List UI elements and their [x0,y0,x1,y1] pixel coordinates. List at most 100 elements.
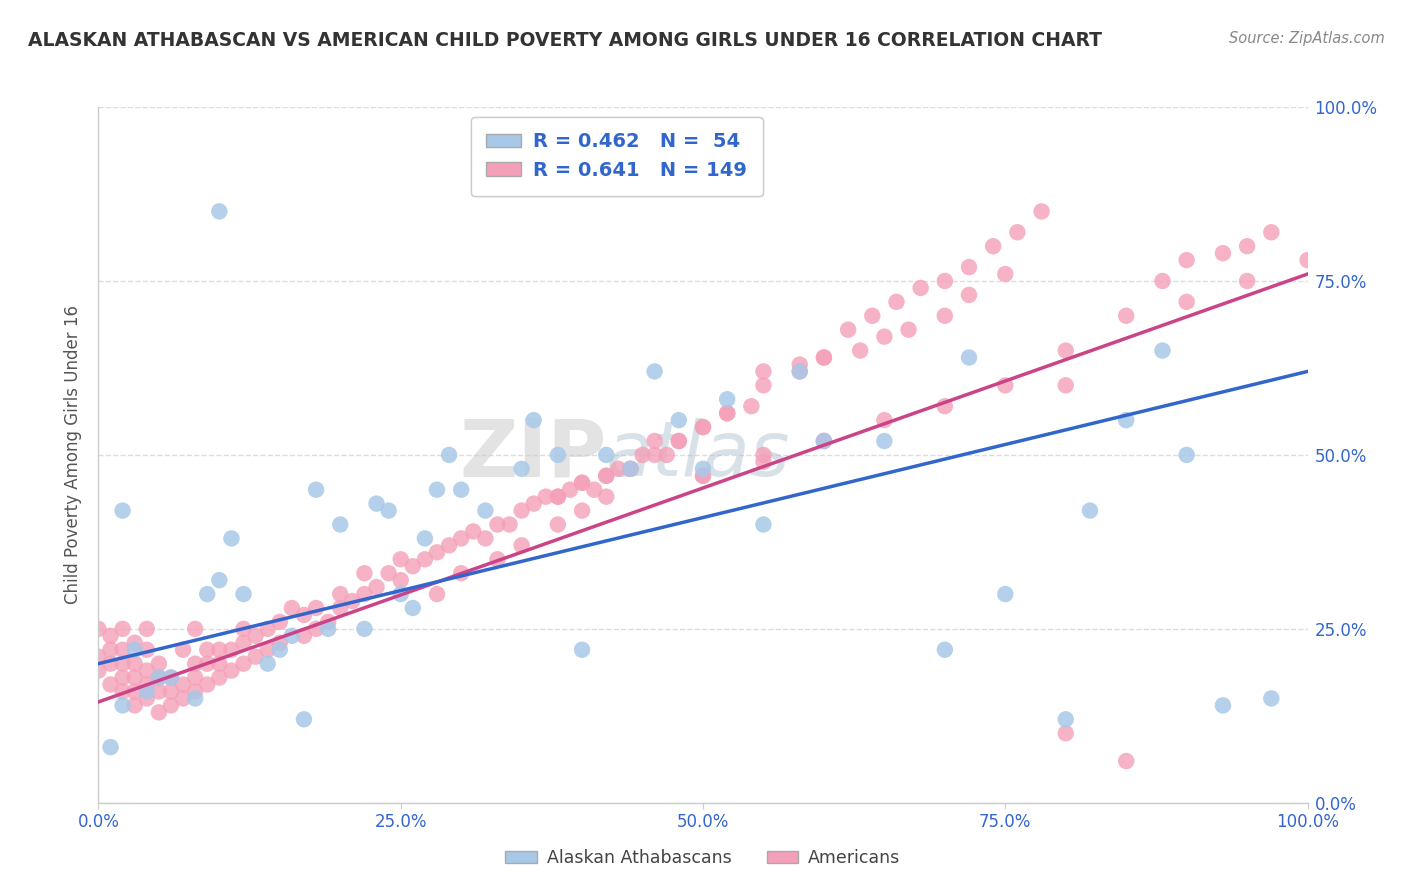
Point [437,448,460,462]
Point [910,281,932,295]
Point [571,503,593,517]
Point [389,573,412,587]
Point [413,532,436,546]
Point [752,455,775,469]
Point [1175,294,1198,309]
Point [87,649,110,664]
Point [184,622,207,636]
Point [111,503,134,517]
Point [692,468,714,483]
Point [232,636,254,650]
Point [256,642,278,657]
Y-axis label: Child Poverty Among Girls Under 16: Child Poverty Among Girls Under 16 [65,305,83,605]
Point [389,587,412,601]
Point [1031,204,1053,219]
Point [269,615,291,629]
Point [595,448,617,462]
Point [1152,343,1174,358]
Point [1054,378,1077,392]
Point [148,671,170,685]
Point [716,406,738,420]
Point [329,587,352,601]
Point [342,594,364,608]
Point [87,622,110,636]
Point [957,351,980,365]
Point [1212,246,1234,260]
Point [195,657,218,671]
Point [450,532,472,546]
Point [813,351,835,365]
Point [752,364,775,378]
Point [135,677,157,691]
Point [860,309,883,323]
Point [873,434,896,448]
Point [111,622,134,636]
Point [692,420,714,434]
Point [353,566,375,581]
Point [366,580,388,594]
Point [111,671,134,685]
Point [437,538,460,552]
Point [619,462,641,476]
Point [195,642,218,657]
Point [184,671,207,685]
Point [426,545,449,559]
Point [305,601,328,615]
Point [100,629,122,643]
Point [1115,309,1137,323]
Point [668,413,690,427]
Point [124,698,146,713]
Point [873,329,896,343]
Legend: Alaskan Athabascans, Americans: Alaskan Athabascans, Americans [499,843,907,874]
Point [510,503,533,517]
Point [1236,239,1258,253]
Point [184,657,207,671]
Point [752,378,775,392]
Point [813,351,835,365]
Point [1175,448,1198,462]
Point [583,483,606,497]
Point [740,399,762,413]
Point [1054,343,1077,358]
Point [595,468,617,483]
Point [474,532,496,546]
Point [1260,225,1282,239]
Point [789,364,811,378]
Point [232,657,254,671]
Point [111,642,134,657]
Point [644,364,666,378]
Point [100,740,122,755]
Point [981,239,1004,253]
Point [752,517,775,532]
Point [148,684,170,698]
Point [668,434,690,448]
Point [232,622,254,636]
Point [111,698,134,713]
Point [377,566,399,581]
Point [208,642,231,657]
Point [221,664,243,678]
Point [124,642,146,657]
Point [148,671,170,685]
Point [1212,698,1234,713]
Point [837,323,859,337]
Point [195,677,218,691]
Point [957,288,980,302]
Point [366,497,388,511]
Text: ZIP: ZIP [458,416,606,494]
Point [692,462,714,476]
Point [897,323,920,337]
Point [402,601,425,615]
Point [208,671,231,685]
Text: atlas: atlas [606,418,790,491]
Point [692,420,714,434]
Point [316,615,339,629]
Point [558,483,581,497]
Point [523,497,546,511]
Point [148,657,170,671]
Legend: R = 0.462   N =  54, R = 0.641   N = 149: R = 0.462 N = 54, R = 0.641 N = 149 [471,117,762,195]
Point [644,448,666,462]
Point [873,413,896,427]
Point [184,684,207,698]
Point [607,462,630,476]
